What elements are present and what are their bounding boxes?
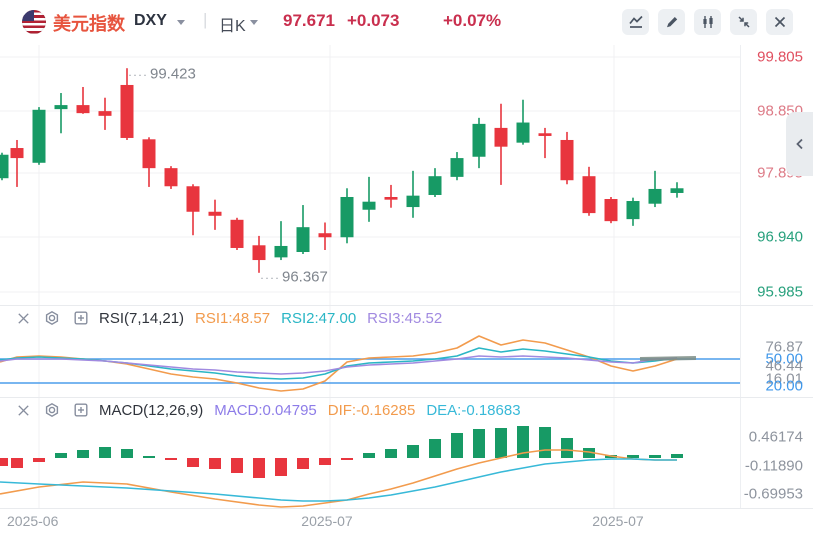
close-icon [774,16,785,28]
rsi-add-icon[interactable] [72,309,90,327]
close-chart-button[interactable] [766,9,793,35]
rsi2-value: RSI2:47.00 [281,309,357,327]
rsi-header: RSI(7,14,21) RSI1:48.57 RSI2:47.00 RSI3:… [14,309,442,327]
price-axis-label: 96.940 [757,228,803,246]
draw-button[interactable] [658,9,685,35]
price-annotation: ···· 96.367 [260,268,328,286]
macd-indicator-name[interactable]: MACD(12,26,9) [99,401,204,419]
us-flag-icon [22,10,46,34]
chevron-left-icon [795,138,803,150]
instrument-title: 美元指数 [53,14,125,34]
collapse-chart-button[interactable] [730,9,757,35]
rsi-axis-label: 46.44 [765,357,803,375]
shrink-arrows-icon [737,16,750,28]
candlestick-icon [702,16,713,28]
rsi-axis-label: 20.00 [765,377,803,395]
time-axis-label: 2025-07 [301,513,353,529]
panel-separator [0,397,813,398]
macd-remove-icon[interactable] [14,401,32,419]
macd-axis-label: -0.69953 [743,485,803,503]
rsi1-value: RSI1:48.57 [195,309,271,327]
panel-separator [0,508,813,509]
rsi-axis-label: 16.01 [765,370,803,388]
topbar-divider: | [203,10,208,29]
line-chart-button[interactable] [622,9,649,35]
macd-axis-label: -0.11890 [744,457,803,475]
rsi-remove-icon[interactable] [14,309,32,327]
rsi-indicator-name[interactable]: RSI(7,14,21) [99,309,185,327]
macd-settings-gear-icon[interactable] [43,401,61,419]
axis-collapse-tab[interactable] [786,112,813,176]
macd-value: MACD:0.04795 [214,401,317,419]
dea-value: DEA:-0.18683 [426,401,521,419]
rsi-axis-label: 76.87 [765,338,803,356]
last-price: 97.671 [283,11,335,30]
price-change-percent: +0.07% [443,11,502,30]
candlestick-view-button[interactable] [694,9,721,35]
topbar: 美元指数 DXY | 日K 97.671 +0.073 +0.07% [0,0,813,45]
price-axis-label: 99.805 [757,48,803,66]
time-axis-label: 2025-06 [7,513,59,529]
period-dropdown-caret-icon[interactable] [250,20,258,25]
dif-value: DIF:-0.16285 [327,401,416,419]
period-selector[interactable]: 日K [219,18,246,35]
rsi3-value: RSI3:45.52 [367,309,443,327]
main-chart-canvas[interactable] [0,45,740,305]
macd-axis-label: 0.46174 [748,428,803,446]
symbol-dropdown-caret-icon[interactable] [177,20,185,25]
panel-separator [0,305,813,306]
time-axis-label: 2025-07 [592,513,644,529]
rsi-axis-label: 50.00 [765,350,803,368]
macd-add-icon[interactable] [72,401,90,419]
chart-toolbar [622,9,793,35]
rsi-settings-gear-icon[interactable] [43,309,61,327]
price-annotation: ···· 99.423 [128,65,196,83]
price-axis-label: 95.985 [757,283,803,301]
line-chart-icon [628,15,643,28]
price-axis-separator [740,45,741,508]
instrument-symbol[interactable]: DXY [134,12,167,29]
price-change: +0.073 [347,11,400,30]
pencil-icon [666,17,677,28]
macd-header: MACD(12,26,9) MACD:0.04795 DIF:-0.16285 … [14,401,521,419]
